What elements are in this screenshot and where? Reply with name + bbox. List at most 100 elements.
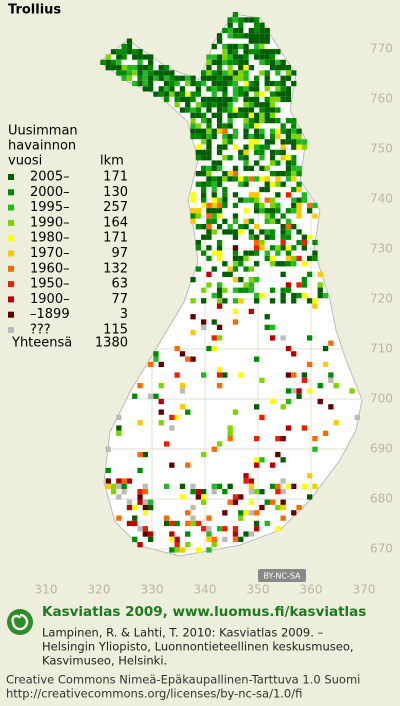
occurrence-square <box>216 335 223 341</box>
occurrence-square <box>275 245 281 251</box>
occurrence-square <box>105 54 111 60</box>
occurrence-square <box>248 38 254 44</box>
occurrence-square <box>169 91 175 97</box>
y-tick-label: 690 <box>370 442 393 456</box>
occurrence-square <box>116 49 122 55</box>
occurrence-square <box>222 133 228 140</box>
occurrence-square <box>206 118 212 124</box>
occurrence-square <box>275 261 281 267</box>
occurrence-square <box>190 112 196 118</box>
occurrence-square <box>211 186 217 193</box>
occurrence-square <box>158 361 164 368</box>
occurrence-square <box>248 277 254 283</box>
occurrence-square <box>211 112 217 118</box>
occurrence-square <box>285 224 292 230</box>
occurrence-square <box>291 197 297 203</box>
occurrence-square <box>291 388 297 394</box>
occurrence-square <box>328 372 334 378</box>
occurrence-square <box>195 123 201 129</box>
occurrence-square <box>163 515 170 521</box>
occurrence-square <box>301 197 307 203</box>
occurrence-square <box>238 298 244 304</box>
occurrence-square <box>275 202 281 209</box>
occurrence-square <box>259 33 265 39</box>
occurrence-square <box>232 86 239 92</box>
occurrence-square <box>307 208 313 214</box>
occurrence-square <box>126 75 133 81</box>
occurrence-square <box>254 202 260 209</box>
occurrence-square <box>322 292 329 299</box>
occurrence-square <box>248 65 254 71</box>
occurrence-square <box>285 245 292 251</box>
occurrence-square <box>275 65 281 71</box>
occurrence-square <box>169 536 175 542</box>
occurrence-square <box>132 70 138 76</box>
legend-count: 164 <box>103 215 128 230</box>
occurrence-square <box>248 197 254 203</box>
occurrence-square <box>227 425 233 431</box>
occurrence-square <box>248 229 254 235</box>
occurrence-square <box>269 398 276 405</box>
occurrence-square <box>280 75 286 81</box>
occurrence-square <box>312 483 318 489</box>
occurrence-square <box>280 515 286 521</box>
occurrence-square <box>174 75 180 81</box>
occurrence-square <box>169 414 175 421</box>
occurrence-square <box>275 133 281 140</box>
occurrence-square <box>285 229 292 235</box>
occurrence-square <box>232 43 239 50</box>
occurrence-square <box>275 181 281 187</box>
y-tick-label: 760 <box>370 92 393 106</box>
occurrence-square <box>285 483 292 489</box>
occurrence-square <box>264 38 270 44</box>
legend-count: 63 <box>111 277 128 292</box>
occurrence-square <box>185 102 191 108</box>
occurrence-square <box>254 96 260 103</box>
occurrence-square <box>243 224 249 230</box>
occurrence-square <box>169 462 175 468</box>
x-tick-label: 340 <box>194 583 217 597</box>
occurrence-square <box>116 414 122 421</box>
occurrence-square <box>195 208 201 214</box>
occurrence-square <box>179 91 186 97</box>
legend-label: 1970– <box>30 246 70 261</box>
occurrence-square <box>285 165 292 171</box>
occurrence-square <box>126 70 133 76</box>
occurrence-square <box>227 27 233 34</box>
occurrence-square <box>153 91 159 97</box>
occurrence-square <box>211 202 217 209</box>
occurrence-square <box>259 208 265 214</box>
occurrence-square <box>280 504 286 511</box>
occurrence-square <box>211 91 217 97</box>
occurrence-square <box>211 197 217 203</box>
occurrence-square <box>222 86 228 92</box>
occurrence-square <box>201 80 207 87</box>
occurrence-square <box>280 181 286 187</box>
occurrence-square <box>254 102 260 108</box>
occurrence-square <box>301 139 307 145</box>
occurrence-square <box>307 473 313 479</box>
occurrence-square <box>232 287 239 293</box>
citation: Kasvimuseo, Helsinki. <box>42 654 167 668</box>
occurrence-square <box>280 404 286 410</box>
occurrence-square <box>238 112 244 118</box>
occurrence-square <box>227 102 233 108</box>
legend-swatch <box>8 174 14 180</box>
occurrence-square <box>285 398 292 405</box>
legend-swatch <box>8 311 14 318</box>
occurrence-square <box>254 38 260 44</box>
occurrence-square <box>269 139 276 145</box>
occurrence-square <box>216 298 223 304</box>
occurrence-square <box>248 17 254 23</box>
occurrence-square <box>201 224 207 230</box>
occurrence-square <box>238 372 244 378</box>
occurrence-square <box>280 457 286 463</box>
occurrence-square <box>259 377 265 383</box>
cc-badge-text: BY-NC-SA <box>263 572 301 581</box>
occurrence-square <box>137 59 143 65</box>
occurrence-square <box>307 255 313 262</box>
occurrence-square <box>275 208 281 214</box>
occurrence-square <box>296 255 302 262</box>
occurrence-square <box>248 80 254 87</box>
occurrence-square <box>280 298 286 304</box>
